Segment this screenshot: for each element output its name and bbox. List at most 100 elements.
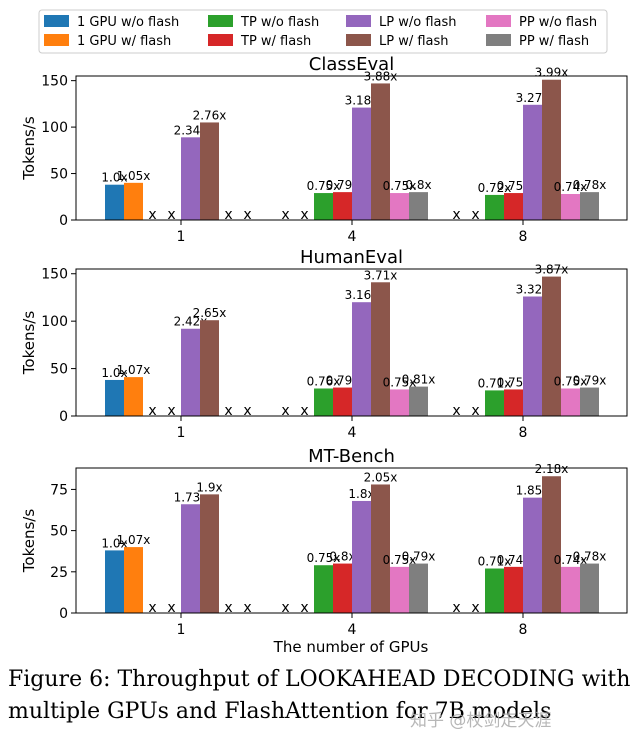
bar (485, 390, 504, 416)
bar-label: 3.32x (516, 283, 550, 297)
bar (200, 320, 219, 416)
bar (409, 386, 428, 416)
missing-marker: x (167, 600, 175, 616)
bar (580, 563, 599, 613)
bar-label: 0.75x (383, 553, 417, 567)
bar-label: 3.71x (364, 268, 398, 282)
bar-label: 0.8x (329, 550, 355, 564)
bar (124, 182, 143, 220)
bar-label: 0.79x (326, 178, 360, 192)
legend-swatch (44, 15, 69, 27)
panel-title: ClassEval (309, 54, 394, 75)
missing-marker: x (243, 403, 251, 419)
bar-label: 1.07x (117, 363, 151, 377)
bar-label: 1.73x (174, 490, 208, 504)
bar-label: 2.42x (174, 315, 208, 329)
bar (409, 192, 428, 220)
bar (371, 484, 390, 613)
bar-label: 1.05x (117, 169, 151, 183)
bar (371, 282, 390, 416)
bar (200, 122, 219, 220)
bar-label: 0.75x (554, 374, 588, 388)
y-tick-label: 100 (41, 120, 68, 136)
missing-marker: x (471, 600, 479, 616)
bar-label: 0.74x (554, 180, 588, 194)
y-axis-label: Tokens/s (20, 311, 38, 376)
missing-marker: x (452, 207, 460, 223)
bar-label: 0.71x (478, 555, 512, 569)
bar (181, 328, 200, 416)
missing-marker: x (452, 600, 460, 616)
y-tick-label: 0 (59, 213, 68, 229)
missing-marker: x (224, 403, 232, 419)
missing-marker: x (243, 600, 251, 616)
missing-marker: x (148, 403, 156, 419)
x-tick-label: 4 (348, 622, 357, 638)
legend-label: LP w/ flash (379, 34, 449, 49)
x-axis-label: The number of GPUs (273, 638, 429, 656)
bar-label: 0.75x (307, 551, 341, 565)
legend-label: PP w/o flash (519, 15, 597, 30)
missing-marker: x (148, 600, 156, 616)
bar (200, 494, 219, 613)
x-tick-label: 1 (177, 622, 186, 638)
legend-swatch (346, 34, 371, 46)
bar (561, 388, 580, 416)
legend-label: PP w/ flash (519, 34, 589, 49)
bar (333, 387, 352, 416)
x-tick-label: 4 (348, 425, 357, 441)
bar (561, 193, 580, 220)
bar-label: 0.76x (307, 374, 341, 388)
bar-label: 0.74x (497, 553, 531, 567)
bar-label: 1.07x (117, 533, 151, 547)
bar (390, 193, 409, 220)
bar (352, 302, 371, 416)
bar (314, 565, 333, 613)
bar (105, 379, 124, 416)
bar-label: 0.71x (478, 376, 512, 390)
bar-label: 3.16x (345, 288, 379, 302)
plot-frame (75, 268, 628, 417)
y-tick-label: 75 (50, 482, 68, 498)
bar (580, 192, 599, 220)
bar-label: 0.75x (497, 375, 531, 389)
y-tick-label: 50 (50, 167, 68, 183)
legend-swatch (346, 15, 371, 27)
bar (542, 79, 561, 220)
bar (124, 377, 143, 416)
legend-label: TP w/ flash (240, 34, 311, 49)
bar (333, 563, 352, 613)
bar-label: 0.79x (402, 550, 436, 564)
x-tick-label: 1 (177, 425, 186, 441)
bar (352, 107, 371, 220)
bar-label: 0.72x (478, 181, 512, 195)
bar-label: 3.87x (535, 263, 569, 277)
legend-swatch (486, 15, 511, 27)
bar-label: 0.75x (307, 179, 341, 193)
y-tick-label: 150 (41, 267, 68, 283)
plot-frame (75, 75, 628, 221)
bar-label: 0.75x (383, 179, 417, 193)
bar (181, 137, 200, 220)
y-tick-label: 0 (59, 409, 68, 425)
bar (409, 563, 428, 613)
bar-label: 2.34x (174, 123, 208, 137)
x-tick-label: 1 (177, 229, 186, 245)
bar (105, 550, 124, 613)
bar (504, 389, 523, 416)
y-tick-label: 100 (41, 314, 68, 330)
legend: 1 GPU w/o flash 1 GPU w/ flash TP w/o flas… (38, 9, 608, 54)
bar (504, 193, 523, 220)
missing-marker: x (167, 403, 175, 419)
missing-marker: x (300, 207, 308, 223)
bar-label: 2.18x (535, 462, 569, 476)
y-axis-label: Tokens/s (20, 116, 38, 181)
caption-line-1: Figure 6: Throughput of LOOKAHEAD DECODI… (8, 667, 631, 692)
legend-label: LP w/o flash (379, 15, 456, 30)
bar-label: 2.05x (364, 470, 398, 484)
missing-marker: x (281, 600, 289, 616)
bar (314, 193, 333, 220)
bar-label: 1.0x (101, 366, 127, 380)
